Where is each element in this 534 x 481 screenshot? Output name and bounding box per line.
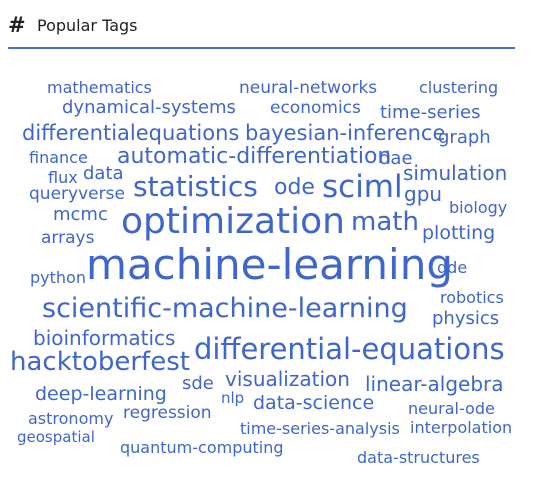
- tag-link[interactable]: graph: [438, 127, 491, 148]
- hash-icon: #: [8, 13, 26, 37]
- tag-link[interactable]: sciml: [322, 169, 403, 205]
- tag-link[interactable]: time-series: [380, 102, 481, 123]
- tag-link[interactable]: regression: [123, 403, 212, 423]
- tag-link[interactable]: queryverse: [29, 184, 125, 204]
- tag-link[interactable]: deep-learning: [35, 383, 167, 405]
- tag-link[interactable]: dynamical-systems: [62, 97, 236, 118]
- tag-link[interactable]: scientific-machine-learning: [42, 293, 408, 324]
- tag-link[interactable]: time-series-analysis: [240, 419, 400, 438]
- widget-title: Popular Tags: [37, 15, 138, 35]
- tag-link[interactable]: differential-equations: [194, 332, 505, 366]
- tag-link[interactable]: neural-ode: [408, 399, 495, 418]
- tag-link[interactable]: visualization: [225, 367, 350, 391]
- tag-link[interactable]: machine-learning: [86, 240, 453, 289]
- tag-link[interactable]: nlp: [221, 389, 245, 407]
- tag-link[interactable]: ode: [274, 175, 315, 200]
- tag-link[interactable]: plotting: [422, 222, 496, 244]
- tag-link[interactable]: neural-networks: [239, 78, 378, 98]
- tag-link[interactable]: mcmc: [53, 204, 108, 225]
- tag-link[interactable]: data-structures: [357, 448, 480, 467]
- tag-link[interactable]: interpolation: [410, 418, 513, 437]
- tag-link[interactable]: linear-algebra: [365, 372, 504, 396]
- tag-link[interactable]: astronomy: [28, 409, 114, 428]
- tag-link[interactable]: quantum-computing: [120, 438, 284, 457]
- tag-link[interactable]: hacktoberfest: [10, 347, 190, 377]
- tag-link[interactable]: data-science: [253, 392, 375, 414]
- tag-link[interactable]: data: [83, 163, 124, 184]
- tag-link[interactable]: geospatial: [17, 428, 95, 446]
- tag-link[interactable]: clustering: [419, 78, 499, 97]
- tag-link[interactable]: physics: [432, 308, 500, 329]
- tag-link[interactable]: simulation: [403, 161, 508, 185]
- tag-link[interactable]: sde: [182, 373, 214, 394]
- tag-link[interactable]: gpu: [404, 182, 443, 206]
- tag-link[interactable]: flux: [48, 168, 78, 187]
- tag-link[interactable]: optimization: [121, 201, 345, 242]
- tag-link[interactable]: bioinformatics: [33, 326, 176, 350]
- tag-link[interactable]: dae: [379, 148, 413, 169]
- tag-link[interactable]: bayesian-inference: [245, 121, 446, 145]
- tag-link[interactable]: economics: [270, 98, 361, 118]
- tag-link[interactable]: differentialequations: [22, 121, 240, 145]
- tag-link[interactable]: statistics: [133, 170, 258, 203]
- tag-link[interactable]: dde: [437, 258, 468, 277]
- tag-link[interactable]: automatic-differentiation: [117, 144, 392, 169]
- widget-header: # Popular Tags: [8, 10, 138, 40]
- header-divider: [8, 47, 515, 49]
- tag-link[interactable]: mathematics: [47, 78, 152, 97]
- tag-link[interactable]: python: [30, 268, 86, 287]
- tag-link[interactable]: finance: [29, 148, 88, 167]
- tag-link[interactable]: math: [351, 207, 419, 237]
- tag-link[interactable]: robotics: [440, 288, 504, 307]
- tag-link[interactable]: biology: [449, 198, 508, 217]
- tag-link[interactable]: arrays: [41, 228, 95, 248]
